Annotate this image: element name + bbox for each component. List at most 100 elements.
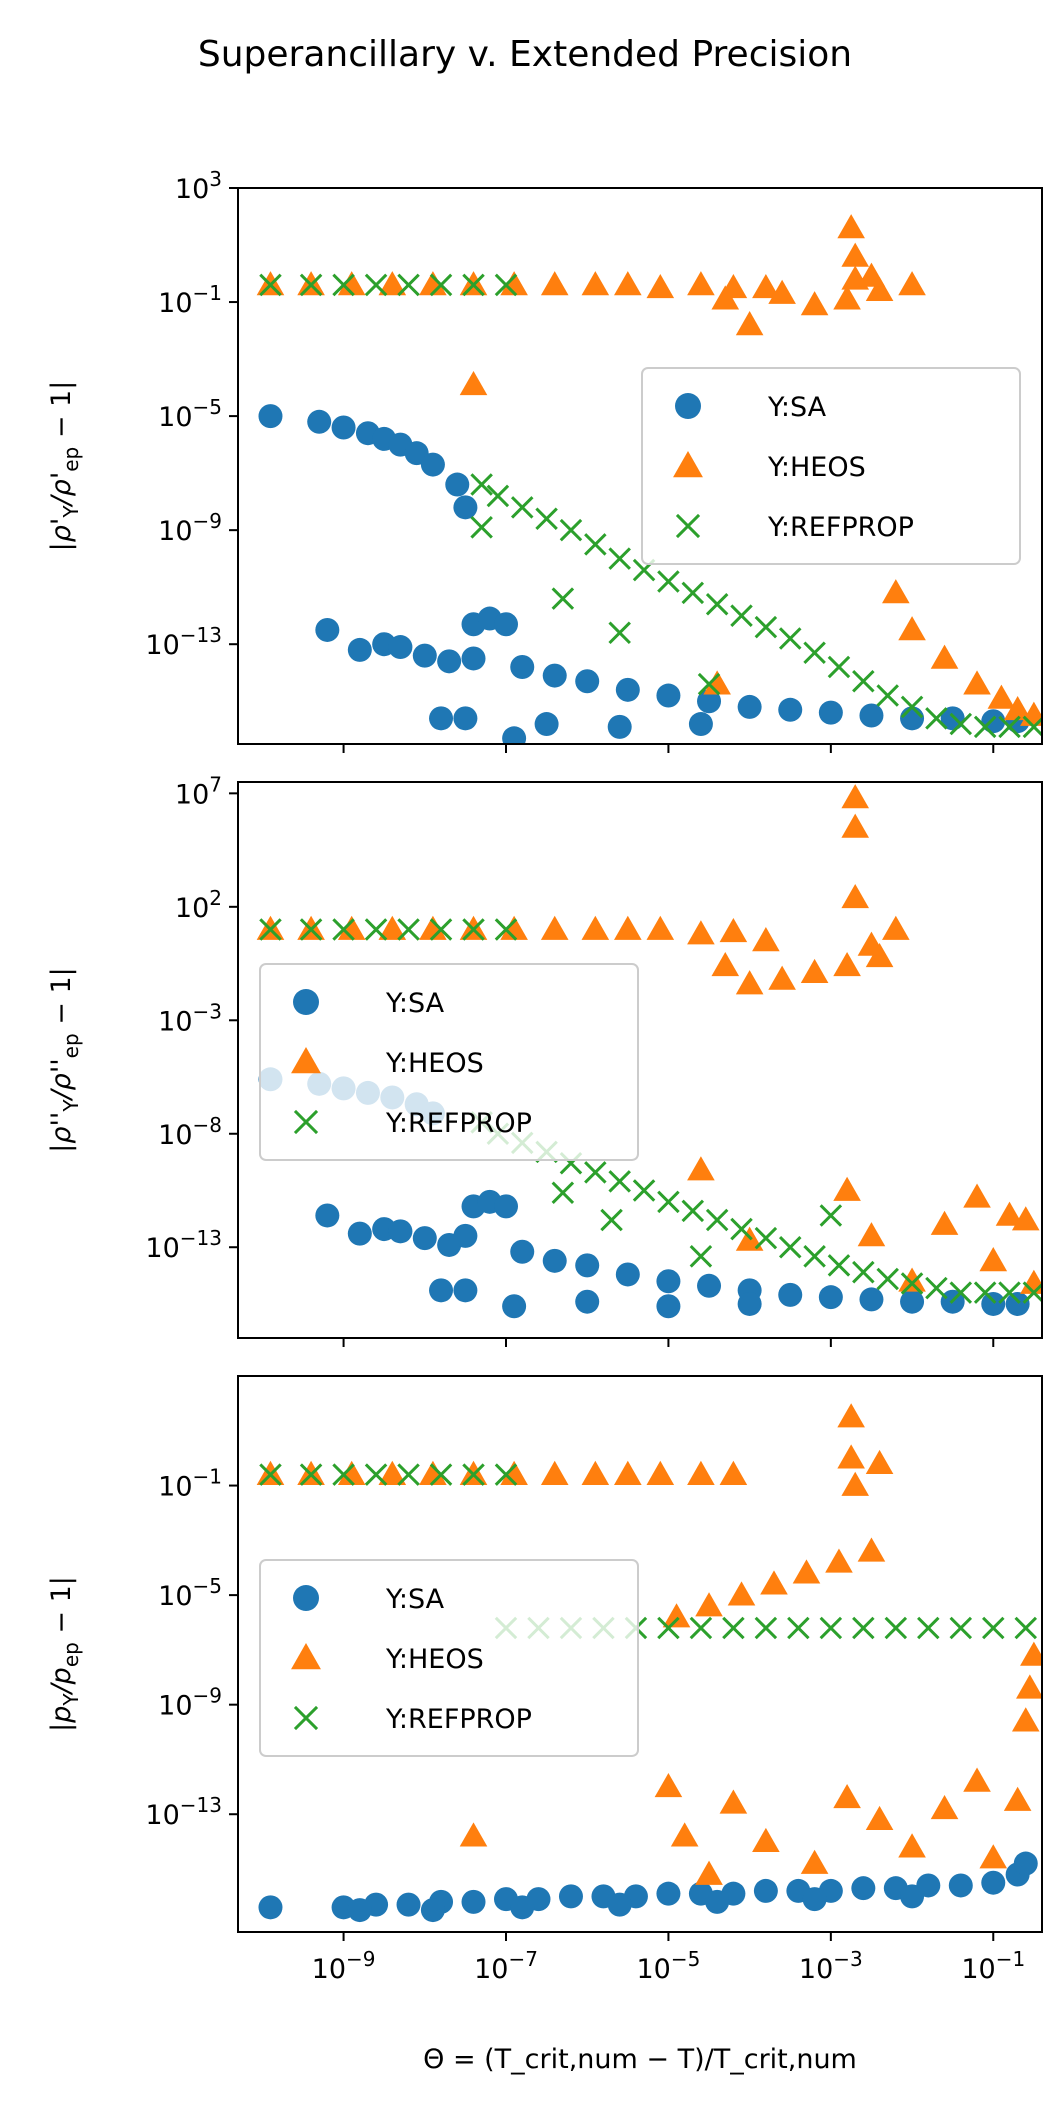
data-point <box>730 1217 753 1241</box>
data-point <box>607 1892 632 1917</box>
data-point <box>646 1460 675 1485</box>
legend-label: Y:REFPROP <box>385 1108 532 1139</box>
data-point <box>827 1254 851 1277</box>
y-tick-label: 10−5 <box>158 395 222 433</box>
data-point <box>787 1616 810 1640</box>
data-points <box>256 1403 1042 1923</box>
data-point <box>657 1190 680 1214</box>
data-point <box>632 1179 656 1202</box>
data-point <box>646 273 675 299</box>
legend-label: Y:SA <box>385 1584 445 1615</box>
data-point <box>852 1616 875 1640</box>
data-point <box>1020 1269 1042 1294</box>
data-point <box>837 1444 865 1469</box>
legend-marker <box>293 1705 319 1731</box>
legend-marker <box>293 1109 319 1135</box>
data-point <box>347 637 372 662</box>
data-point <box>900 1884 925 1909</box>
y-tick-label: 10−13 <box>145 1793 222 1831</box>
data-point <box>258 1895 283 1920</box>
data-point <box>534 712 559 737</box>
legend-label: Y:HEOS <box>385 1644 484 1675</box>
data-point <box>998 715 1021 739</box>
data-point <box>337 915 366 940</box>
data-point <box>778 697 803 722</box>
data-point <box>800 1849 829 1874</box>
data-point <box>332 1463 355 1486</box>
data-point <box>998 1281 1021 1304</box>
data-point <box>963 670 991 695</box>
data-point <box>459 370 488 396</box>
data-point <box>657 570 680 593</box>
data-point <box>540 915 569 940</box>
data-point <box>470 516 493 539</box>
data-point <box>754 1226 778 1250</box>
data-point <box>347 1898 372 1923</box>
x-tick-label: 10−9 <box>312 1947 376 1985</box>
data-point <box>258 404 283 429</box>
data-point <box>865 276 894 301</box>
data-point <box>259 918 282 941</box>
data-point <box>730 604 753 627</box>
data-point <box>656 1881 681 1906</box>
data-point <box>803 1245 826 1268</box>
data-point <box>299 1463 323 1486</box>
data-point <box>865 1449 894 1474</box>
data-point <box>681 581 705 605</box>
data-point <box>615 677 640 702</box>
data-point <box>859 703 884 728</box>
data-point <box>1022 715 1042 739</box>
data-point <box>687 920 715 945</box>
legend-box <box>259 963 639 1161</box>
data-point <box>687 1156 715 1181</box>
legend-label: Y:REFPROP <box>767 512 914 543</box>
legend-label: Y:SA <box>385 988 445 1019</box>
data-point <box>1016 1674 1042 1699</box>
data-point <box>819 1204 843 1227</box>
x-tick-label: 10−5 <box>637 1947 701 1985</box>
data-point <box>614 271 642 296</box>
data-point <box>825 1548 853 1573</box>
data-point <box>1005 1291 1030 1316</box>
data-point <box>705 593 729 616</box>
data-point <box>559 518 583 542</box>
data-point <box>930 1210 959 1235</box>
axes-frame <box>237 187 1043 745</box>
data-point <box>876 684 899 707</box>
data-point <box>396 1892 421 1917</box>
data-point <box>453 495 478 520</box>
data-point <box>607 714 632 739</box>
data-point <box>705 1889 730 1914</box>
data-point <box>695 1860 723 1885</box>
data-point <box>963 1767 991 1792</box>
data-point <box>688 712 713 737</box>
legend: Y:SA Y:HEOS Y:REFPROP <box>259 1559 639 1757</box>
data-point <box>459 1822 488 1847</box>
y-axis-label: |pY/pep − 1| <box>46 1576 83 1732</box>
data-point <box>486 484 510 508</box>
data-point <box>695 1592 723 1617</box>
data-point <box>332 918 355 941</box>
data-point <box>429 706 454 731</box>
legend: Y:SA Y:HEOS Y:REFPROP <box>259 963 639 1161</box>
data-point <box>778 627 802 650</box>
data-point <box>542 1248 567 1273</box>
y-tick-label: 10−9 <box>158 509 222 547</box>
data-point <box>1013 1851 1038 1876</box>
data-point <box>429 1278 454 1303</box>
data-point <box>981 1870 1006 1895</box>
data-point <box>792 1559 821 1584</box>
data-point <box>388 1219 413 1244</box>
data-point <box>397 273 420 297</box>
legend-label: Y:SA <box>767 392 827 423</box>
data-point <box>857 1537 886 1562</box>
data-point <box>857 1222 886 1247</box>
data-point <box>656 1294 681 1319</box>
data-point <box>705 1208 729 1232</box>
axes-frame <box>237 1375 1043 1933</box>
data-point <box>575 669 600 694</box>
data-point <box>397 1463 420 1486</box>
y-tick-label: 107 <box>175 772 222 810</box>
